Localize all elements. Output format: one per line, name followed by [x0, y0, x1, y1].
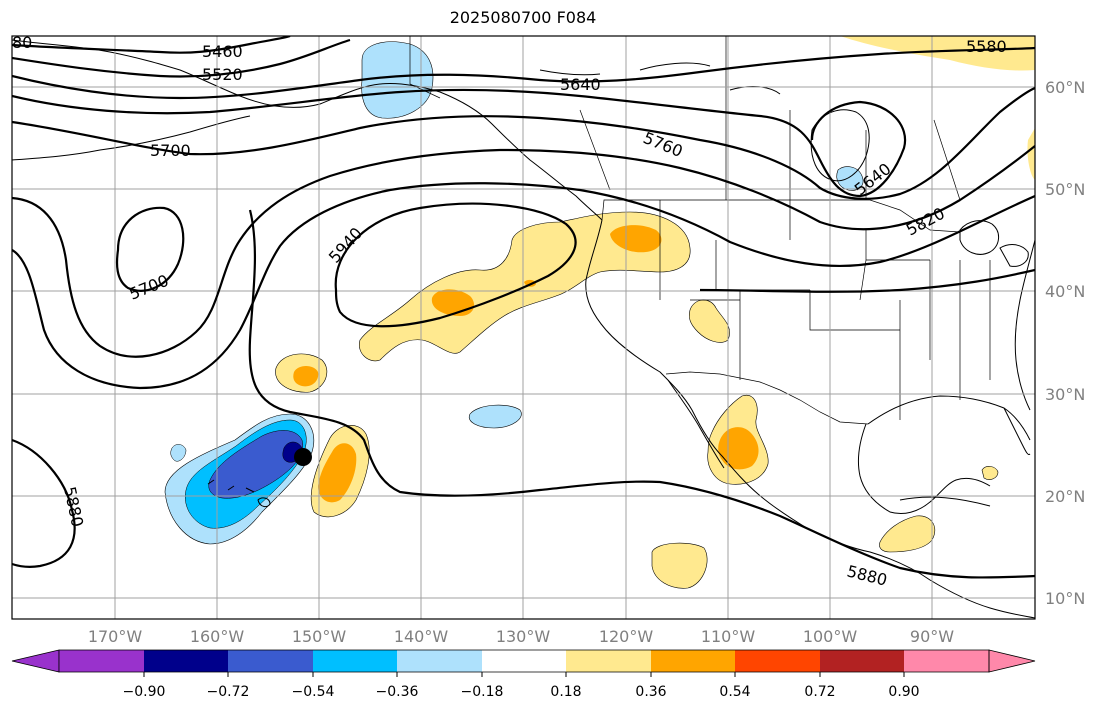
colorbar-tick-label: −0.36 [376, 684, 419, 700]
lat-label: 30°N [1045, 385, 1085, 404]
lat-label: 10°N [1045, 589, 1085, 608]
lat-label: 20°N [1045, 487, 1085, 506]
lon-label: 140°W [394, 627, 449, 646]
hawaii-islands [207, 479, 271, 508]
lon-label: 130°W [496, 627, 551, 646]
lon-label: 110°W [701, 627, 756, 646]
negative-anomaly-pacific [468, 404, 522, 429]
cuba [899, 496, 991, 507]
gulf-of-mexico [857, 395, 1031, 515]
positive-anomaly-pacific-orange [431, 289, 475, 316]
map-title: 2025080700 F084 [449, 8, 597, 27]
colorbar-segment [397, 650, 482, 672]
colorbar-tick-label: 0.54 [719, 684, 750, 700]
political-borders [409, 36, 991, 425]
lon-label: 170°W [88, 627, 143, 646]
colorbar: −0.90 −0.72 −0.54 −0.36 −0.18 0.18 0.36 … [11, 649, 1036, 700]
florida [1003, 407, 1031, 455]
lon-label: 150°W [292, 627, 347, 646]
lon-label: 120°W [599, 627, 654, 646]
contour-5880-upper [699, 268, 1035, 293]
contour-5940 [334, 202, 577, 328]
colorbar-tick-label: 0.36 [635, 684, 666, 700]
storm-position-marker [294, 448, 312, 466]
latitude-labels: 60°N 50°N 40°N 30°N 20°N 10°N [1045, 78, 1085, 608]
canada-provinces [579, 36, 961, 201]
great-lakes [959, 220, 1029, 267]
lat-label: 60°N [1045, 78, 1085, 97]
colorbar-extend-low [11, 649, 60, 673]
positive-anomaly-tropical-pacific [651, 542, 708, 589]
negative-anomaly-hudson [836, 166, 864, 191]
colorbar-segment [904, 650, 989, 672]
longitude-labels: 170°W 160°W 150°W 140°W 130°W 120°W 110°… [88, 627, 954, 646]
colorbar-segment [820, 650, 904, 672]
baja [667, 379, 725, 469]
contour-label: 5640 [560, 75, 601, 94]
contour-label: 5580 [966, 37, 1007, 56]
positive-anomaly-north-atlantic [840, 36, 1035, 71]
contour-label: 5460 [202, 42, 243, 61]
colorbar-tick-label: 0.72 [804, 684, 835, 700]
colorbar-segment [228, 650, 313, 672]
colorbar-segment [482, 650, 566, 672]
us-west-coast [585, 219, 1035, 619]
colorbar-tick-label: −0.72 [207, 684, 250, 700]
colorbar-segment [59, 650, 144, 672]
colorbar-segment [566, 650, 651, 672]
colorbar-outline [58, 649, 990, 673]
contour-5820 [12, 182, 1035, 390]
contour-5700 [12, 86, 1035, 200]
negative-anomaly-gulf-alaska [361, 41, 434, 119]
positive-anomaly-caribbean [981, 466, 999, 480]
contour-5760 [12, 145, 1035, 358]
lon-label: 100°W [803, 627, 858, 646]
contour-label: 5700 [150, 141, 191, 160]
contour-5520 [12, 38, 351, 78]
contour-5580 [12, 46, 1035, 100]
colorbar-segment [144, 650, 228, 672]
colorbar-segment [735, 650, 820, 672]
negative-anomaly-small [170, 444, 187, 462]
colorbar-extend-high [988, 649, 1036, 673]
colorbar-segment [313, 650, 397, 672]
contour-5640 [12, 88, 907, 198]
contour-label: 80 [12, 33, 32, 52]
map-frame [11, 35, 1036, 620]
colorbar-segment [651, 650, 735, 672]
height-contours [12, 36, 1035, 579]
colorbar-tick-label: −0.18 [461, 684, 504, 700]
contour-5700-low [115, 206, 185, 292]
east-coast [1014, 239, 1035, 411]
colorbar-ticks [143, 672, 905, 677]
positive-anomaly-hudson-east [1027, 128, 1035, 180]
positive-anomaly-california-orange [610, 225, 662, 253]
lon-label: 160°W [190, 627, 245, 646]
contour-5460 [12, 36, 291, 54]
contour-label: 5520 [202, 65, 243, 84]
alaska-canada-border [409, 36, 441, 99]
colorbar-tick-label: 0.90 [888, 684, 919, 700]
us-canada-border [601, 199, 961, 233]
lon-label: 90°W [910, 627, 954, 646]
contour-5880-main [12, 209, 1035, 579]
colorbar-tick-label: −0.90 [123, 684, 166, 700]
colorbar-tick-label: −0.54 [292, 684, 335, 700]
lat-label: 40°N [1045, 282, 1085, 301]
lat-label: 50°N [1045, 180, 1085, 199]
positive-anomaly-central-pacific-orange [293, 366, 319, 387]
colorbar-tick-label: 0.18 [550, 684, 581, 700]
positive-anomaly-hawaii-east-orange [318, 443, 357, 503]
